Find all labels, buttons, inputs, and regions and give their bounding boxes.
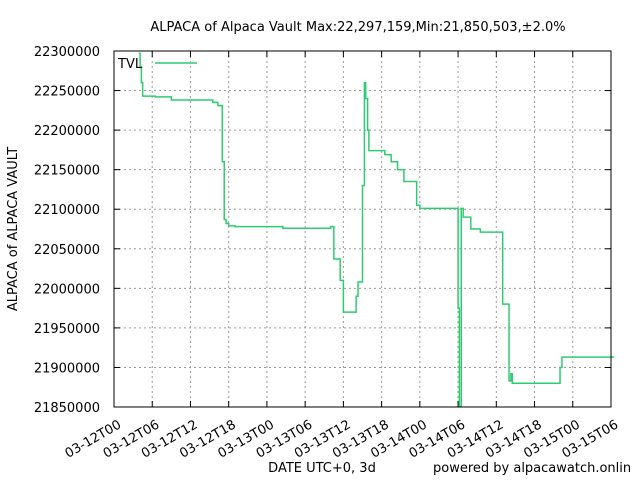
y-tick-label: 22050000	[34, 243, 100, 258]
legend: TVL	[117, 57, 197, 72]
y-axis-ticks: 21850000 21900000 21950000 22000000 22050000…	[34, 45, 611, 416]
y-tick-label: 21950000	[34, 322, 100, 337]
y-tick-label: 22250000	[34, 85, 100, 100]
x-axis-ticks: 03-12T0003-12T0603-12T1203-12T1803-13T00…	[63, 51, 621, 462]
x-axis-label: DATE UTC+0, 3d	[268, 461, 376, 476]
y-tick-label: 22300000	[34, 45, 100, 60]
y-axis-label: ALPACA of ALPACA VAULT	[6, 147, 21, 311]
y-tick-label: 22200000	[34, 124, 100, 139]
y-tick-label: 22100000	[34, 203, 100, 218]
plot-frame	[113, 50, 612, 408]
footer-credit: powered by alpacawatch.onlin	[433, 461, 631, 476]
series-line-tvl	[138, 52, 615, 408]
y-tick-label: 21900000	[34, 361, 100, 376]
y-tick-label: 22000000	[34, 282, 100, 297]
chart-title: ALPACA of Alpaca Vault Max:22,297,159,Mi…	[150, 20, 565, 35]
legend-label: TVL	[117, 57, 143, 72]
y-tick-label: 22150000	[34, 164, 100, 179]
grid	[114, 51, 611, 407]
series-layer	[138, 52, 615, 408]
y-tick-label: 21850000	[34, 401, 100, 416]
